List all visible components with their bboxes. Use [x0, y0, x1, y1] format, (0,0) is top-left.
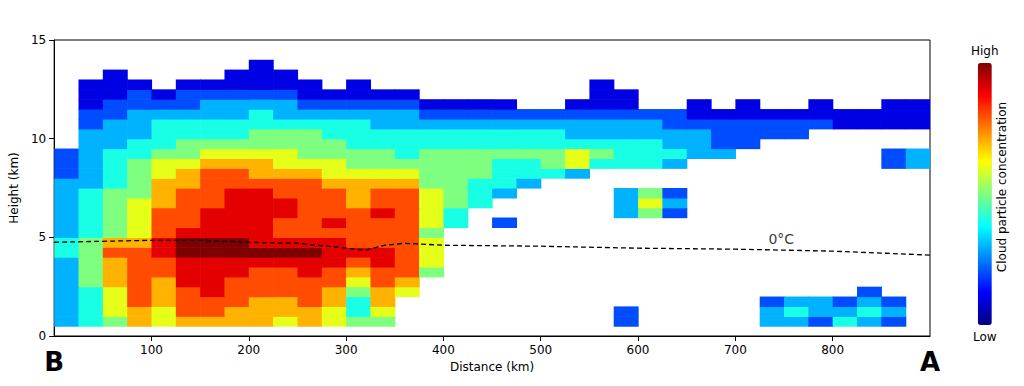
svg-text:10: 10	[31, 132, 46, 146]
svg-text:Low: Low	[973, 330, 997, 344]
svg-text:600: 600	[627, 343, 650, 357]
svg-text:500: 500	[529, 343, 552, 357]
svg-text:5: 5	[39, 230, 47, 244]
svg-text:Distance (km): Distance (km)	[450, 360, 534, 374]
svg-text:15: 15	[31, 33, 46, 47]
svg-text:Height (km): Height (km)	[7, 152, 21, 223]
svg-text:High: High	[971, 44, 999, 58]
svg-text:200: 200	[237, 343, 260, 357]
svg-text:B: B	[44, 347, 64, 377]
svg-text:0°C: 0°C	[768, 231, 794, 247]
svg-text:100: 100	[140, 343, 163, 357]
svg-text:400: 400	[432, 343, 455, 357]
svg-text:800: 800	[821, 343, 844, 357]
svg-text:300: 300	[335, 343, 358, 357]
svg-text:A: A	[920, 347, 940, 377]
svg-text:Cloud particle concentration: Cloud particle concentration	[995, 102, 1009, 272]
svg-text:0: 0	[39, 329, 47, 343]
svg-text:700: 700	[724, 343, 747, 357]
